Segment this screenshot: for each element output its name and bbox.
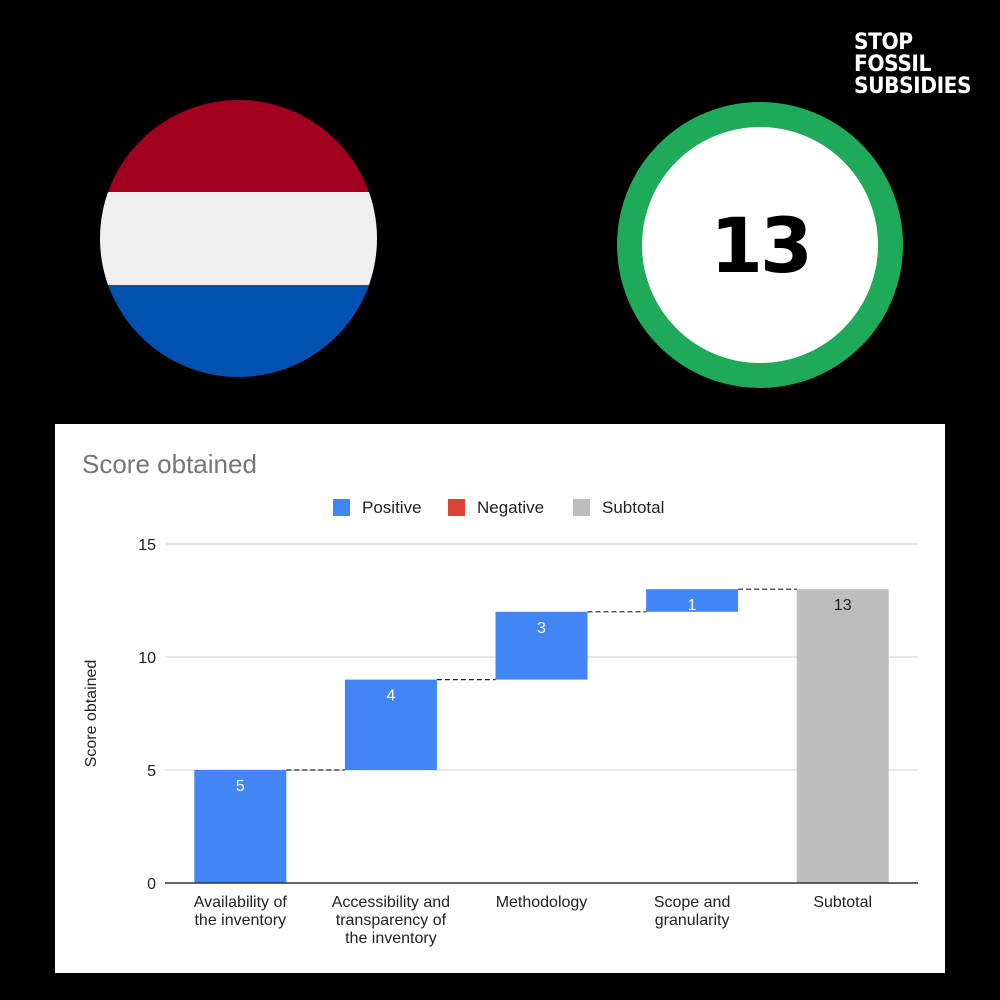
y-tick-label: 0 <box>147 876 156 893</box>
flag-stripe-white <box>100 192 377 285</box>
legend-swatch-positive <box>333 499 350 516</box>
flag-stripe-red <box>100 100 377 193</box>
bar-positive <box>495 611 588 680</box>
x-tick-label: Scope and granularity <box>654 894 731 929</box>
y-tick-label: 5 <box>147 763 156 780</box>
legend-swatch-subtotal <box>573 499 590 516</box>
logo-line-3: SUBSIDIES <box>854 74 972 99</box>
stop-fossil-subsidies-logo: STOP FOSSIL SUBSIDIES <box>854 32 974 98</box>
x-tick-label-line: Methodology <box>496 894 588 911</box>
score-badge: 13 <box>617 102 903 388</box>
flag-stripe-blue <box>100 284 377 377</box>
x-tick-label-line: the inventory <box>345 930 437 947</box>
logo-line-1: STOP <box>854 30 913 55</box>
bar-subtotal <box>796 589 889 883</box>
x-tick-label: Subtotal <box>813 894 872 911</box>
bar-positive <box>344 679 437 770</box>
x-tick-label-line: Scope and <box>654 894 731 911</box>
bar-positive <box>646 589 739 612</box>
chart-title: Score obtained <box>82 449 257 479</box>
x-tick-label: Availability of the inventory <box>194 894 288 929</box>
legend-label-subtotal: Subtotal <box>602 498 664 517</box>
chart-panel: Score obtained Positive Negative Subtotal 0 5… <box>55 424 945 973</box>
x-tick-label-line: Subtotal <box>813 894 872 911</box>
y-tick-label: 10 <box>138 650 156 667</box>
data-label: 13 <box>834 597 852 614</box>
y-axis-label: Score obtained <box>83 660 100 768</box>
x-tick-label-line: the inventory <box>194 912 286 929</box>
bar-positive <box>194 770 287 883</box>
x-tick-label-line: transparency of <box>336 912 447 929</box>
netherlands-flag-icon <box>100 100 377 377</box>
data-label: 5 <box>236 778 245 795</box>
x-tick-label-line: Accessibility and <box>332 894 450 911</box>
data-label: 1 <box>688 597 697 614</box>
y-tick-label: 15 <box>138 537 156 554</box>
legend-label-negative: Negative <box>477 498 544 517</box>
data-label: 3 <box>537 620 546 637</box>
x-tick-label-line: Availability of <box>194 894 288 911</box>
score-value: 13 <box>710 200 813 290</box>
logo-line-2: FOSSIL <box>854 52 931 77</box>
x-tick-label: Methodology <box>496 894 588 911</box>
x-tick-label-line: granularity <box>655 912 730 929</box>
data-label: 4 <box>386 688 395 705</box>
legend-swatch-negative <box>448 499 465 516</box>
legend-label-positive: Positive <box>362 498 422 517</box>
x-tick-label: Accessibility and transparency of the inve… <box>332 894 450 947</box>
waterfall-chart: Score obtained Positive Negative Subtotal 0 5… <box>82 449 918 947</box>
